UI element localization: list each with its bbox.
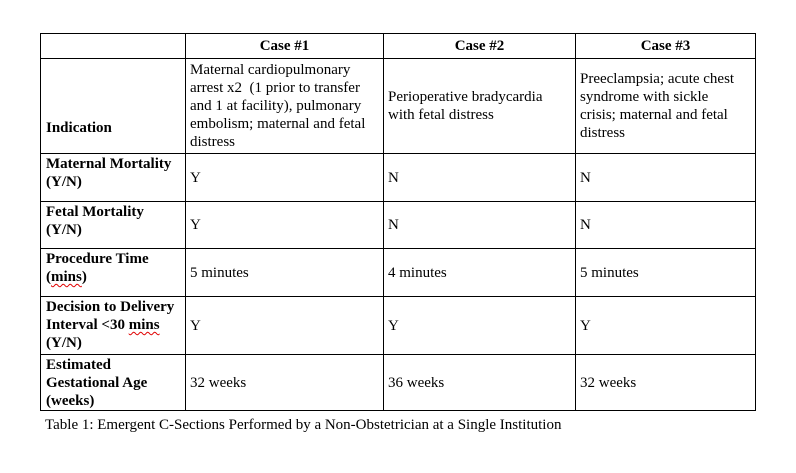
spellcheck-underline: mins: [51, 269, 82, 285]
cell-procedure-time-case2: 4 minutes: [383, 248, 576, 297]
cell-fetal-mortality-case2: N: [383, 201, 576, 249]
case-series-table: Case #1 Case #2 Case #3 Indication Mater…: [40, 33, 756, 411]
header-row: Case #1 Case #2 Case #3: [40, 33, 756, 59]
table-caption: Table 1: Emergent C-Sections Performed b…: [45, 417, 562, 433]
row-fetal-mortality: Fetal Mortality (Y/N) Y N N: [40, 201, 756, 249]
table-container: Case #1 Case #2 Case #3 Indication Mater…: [40, 33, 760, 435]
cell-indication-case1: Maternal cardiopulmonary arrest x2 (1 pr…: [185, 58, 384, 154]
row-label-maternal-mortality: Maternal Mortality (Y/N): [40, 153, 186, 202]
row-label-fetal-mortality: Fetal Mortality (Y/N): [40, 201, 186, 249]
cell-maternal-mortality-case3: N: [575, 153, 756, 202]
cell-decision-to-delivery-case2: Y: [383, 296, 576, 355]
cell-indication-case3: Preeclampsia; acute chest syndrome with …: [575, 58, 756, 154]
cell-maternal-mortality-case1: Y: [185, 153, 384, 202]
row-label-indication: Indication: [40, 58, 186, 154]
cell-maternal-mortality-case2: N: [383, 153, 576, 202]
cell-decision-to-delivery-case3: Y: [575, 296, 756, 355]
cell-fetal-mortality-case1: Y: [185, 201, 384, 249]
cell-gestational-age-case3: 32 weeks: [575, 354, 756, 411]
column-header-case-3: Case #3: [575, 33, 756, 59]
cell-indication-case2: Perioperative bradycardia with fetal dis…: [383, 58, 576, 154]
row-maternal-mortality: Maternal Mortality (Y/N) Y N N: [40, 153, 756, 202]
cell-gestational-age-case1: 32 weeks: [185, 354, 384, 411]
row-label-gestational-age: Estimated Gestational Age (weeks): [40, 354, 186, 411]
row-label-decision-to-delivery: Decision to Delivery Interval <30 mins (…: [40, 296, 186, 355]
column-header-case-1: Case #1: [185, 33, 384, 59]
row-indication: Indication Maternal cardiopulmonary arre…: [40, 58, 756, 154]
cell-procedure-time-case3: 5 minutes: [575, 248, 756, 297]
cell-gestational-age-case2: 36 weeks: [383, 354, 576, 411]
corner-cell: [40, 33, 186, 59]
cell-fetal-mortality-case3: N: [575, 201, 756, 249]
spellcheck-underline: mins: [128, 317, 160, 333]
cell-decision-to-delivery-case1: Y: [185, 296, 384, 355]
row-label-procedure-time: Procedure Time (mins): [40, 248, 186, 297]
row-procedure-time: Procedure Time (mins) 5 minutes 4 minute…: [40, 248, 756, 297]
cell-procedure-time-case1: 5 minutes: [185, 248, 384, 297]
row-gestational-age: Estimated Gestational Age (weeks) 32 wee…: [40, 354, 756, 411]
column-header-case-2: Case #2: [383, 33, 576, 59]
row-decision-to-delivery: Decision to Delivery Interval <30 mins (…: [40, 296, 756, 355]
